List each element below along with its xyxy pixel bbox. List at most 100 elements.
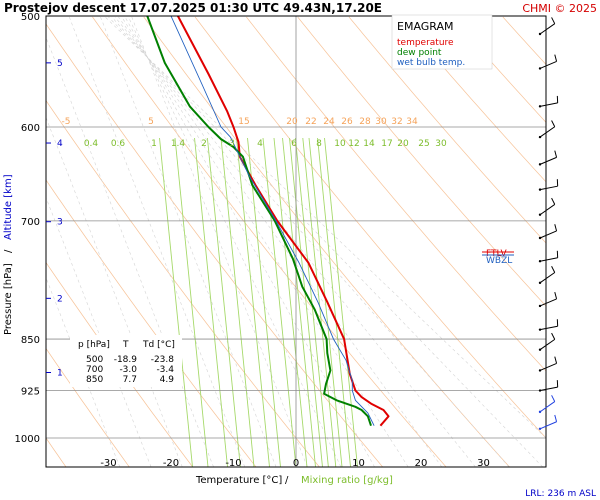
wind-barb: [538, 179, 559, 191]
mixing-ratio-line: [247, 137, 281, 467]
wind-barb-shaft: [539, 298, 557, 307]
table-cell: 850: [86, 375, 103, 385]
altitude-tick-label: 4: [57, 139, 63, 149]
svg-text:/: /: [3, 249, 14, 253]
wind-barb: [538, 95, 559, 108]
moist-adiabat-line: [46, 116, 183, 467]
legend-dew-point: dew point: [397, 48, 442, 58]
wind-barb: [538, 395, 556, 414]
theta-label: 34: [406, 117, 418, 127]
theta-label: -5: [62, 117, 71, 127]
mixing-ratio-label: 20: [397, 139, 409, 149]
wind-barb-station: [538, 427, 542, 430]
wind-barb-flag: [554, 150, 558, 158]
table-cell: 700: [86, 365, 103, 375]
mixing-ratio-label: 0.6: [111, 139, 126, 149]
wind-barb: [538, 17, 556, 36]
pressure-tick-label: 850: [21, 335, 40, 346]
dry-adiabat-line: [92, 16, 447, 467]
wind-barb-flag: [554, 54, 558, 62]
wind-barb-flag: [554, 292, 558, 300]
mixing-ratio-label: 10: [334, 139, 346, 149]
wind-barb-station: [538, 236, 542, 240]
dry-adiabat-line: [348, 16, 546, 244]
wind-barb-station: [538, 281, 542, 285]
legend-title: EMAGRAM: [397, 20, 454, 33]
mixing-ratio-line: [308, 137, 343, 467]
temperature-tick-label: 30: [477, 458, 490, 469]
mixing-ratio-label: 12: [348, 139, 359, 149]
theta-label: 24: [323, 117, 335, 127]
wind-barb-shaft: [539, 60, 557, 69]
table-cell: -18.9: [114, 355, 138, 365]
wind-barb: [538, 292, 558, 308]
wind-barb-station: [538, 213, 542, 216]
mixing-ratio-line: [206, 137, 241, 467]
ftlv-label: FTLV: [486, 249, 508, 259]
moist-adiabat-line: [46, 196, 152, 467]
dry-adiabat-line: [451, 16, 546, 123]
temperature-axis-label: Temperature [°C]: [195, 475, 282, 486]
mixing-ratio-line: [236, 137, 270, 467]
wind-barb-station: [538, 348, 542, 351]
dry-adiabat-line: [46, 179, 257, 467]
theta-label: 32: [391, 117, 402, 127]
wind-barb-station: [538, 67, 542, 70]
moist-adiabat-line: [104, 16, 546, 439]
x-axis-title: Temperature [°C] / Mixing ratio [g/kg]: [195, 475, 393, 486]
wind-barb-shaft: [539, 23, 556, 35]
wind-barb-station: [538, 304, 542, 308]
isobars-and-isotherms: [46, 16, 546, 467]
wind-barb-shaft: [539, 421, 557, 430]
altitude-tick-label: 3: [57, 218, 63, 228]
wind-barb-flag: [551, 395, 556, 402]
mixing-ratio-label: 1: [151, 139, 157, 149]
wind-barb: [538, 356, 558, 372]
wind-barb-flag: [554, 414, 558, 422]
dry-adiabat-line: [194, 16, 546, 439]
table-cell: -3.4: [156, 365, 174, 375]
moist-adiabat-line: [131, 16, 308, 467]
legend-wet-bulb: wet bulb temp.: [397, 58, 465, 68]
wind-barb-shaft: [539, 126, 556, 138]
mixing-ratio-line: [220, 137, 255, 467]
wind-barb: [538, 250, 559, 263]
mixing-ratio-label: 3: [229, 139, 235, 149]
pressure-tick-label: 1000: [15, 434, 40, 445]
mixing-ratio-line: [174, 137, 209, 467]
mixing-ratio-line: [159, 137, 193, 467]
altitude-tick-label: 2: [57, 294, 63, 304]
temperature-tick-label: -30: [100, 458, 116, 469]
moist-adiabat-line: [128, 16, 342, 467]
wind-barb-flag: [551, 197, 556, 205]
moist-adiabat-line: [108, 16, 543, 467]
pressure-axis-label: Pressure [hPa]: [3, 263, 14, 335]
dry-adiabat-line: [46, 261, 193, 467]
dry-adiabat-line: [46, 99, 320, 467]
mixing-ratio-line: [282, 137, 316, 467]
theta-label: 22: [305, 117, 316, 127]
wind-barb-shaft: [539, 362, 557, 371]
mixing-ratio-line: [324, 137, 358, 467]
mixing-ratio-line: [262, 137, 297, 467]
wind-barb-flag: [551, 120, 556, 127]
moist-adiabat-line: [69, 16, 246, 467]
mixing-ratio-label: 0.4: [84, 139, 99, 149]
mixing-ratio-label: 4: [257, 139, 263, 149]
chart-title: Prostejov descent 17.07.2025 01:30 UTC 4…: [4, 1, 382, 15]
moist-adiabat-line: [114, 16, 476, 467]
theta-label: 5: [148, 117, 154, 127]
wind-barb-station: [538, 32, 542, 36]
wind-barb: [538, 266, 556, 285]
moist-adiabat-line: [121, 16, 409, 467]
pressure-tick-label: 500: [21, 12, 40, 23]
dry-adiabat-line: [246, 16, 546, 372]
pressure-tick-label: 925: [21, 387, 40, 398]
temperature-tick-label: -10: [225, 458, 241, 469]
table-cell: 4.9: [160, 375, 175, 385]
sounding-profiles: [146, 16, 390, 427]
dry-adiabat-line: [143, 16, 510, 467]
wind-barb-station: [538, 163, 542, 166]
moist-adiabat-line: [46, 36, 214, 467]
